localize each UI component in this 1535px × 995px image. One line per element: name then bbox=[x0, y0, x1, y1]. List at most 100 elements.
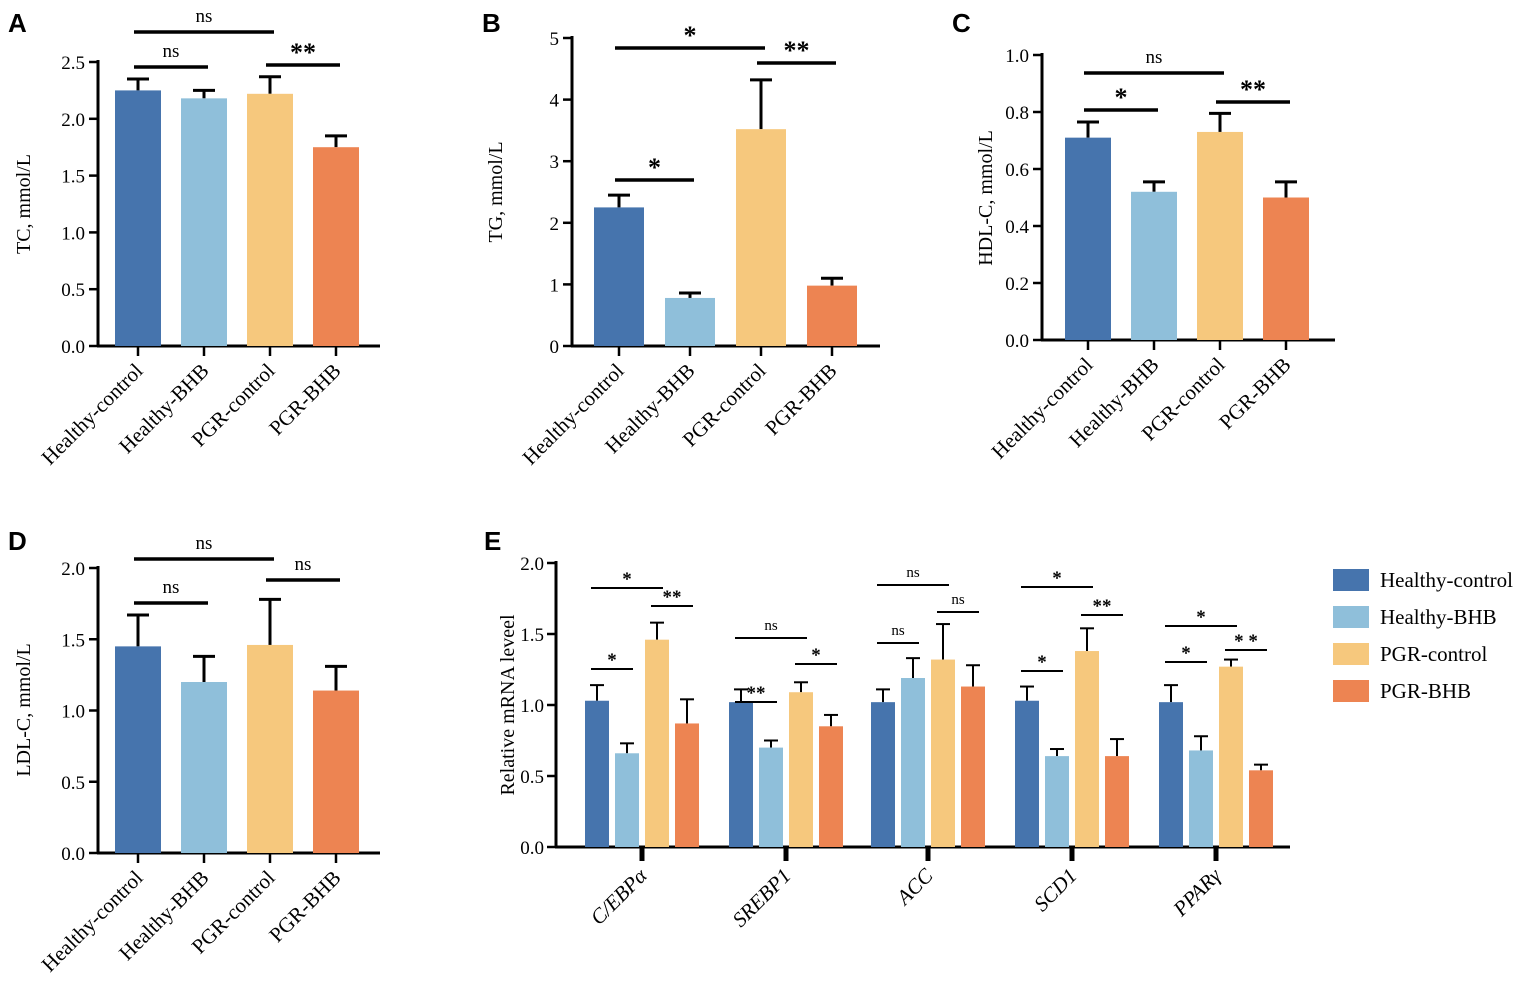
legend-label: Healthy-BHB bbox=[1380, 605, 1497, 629]
y-tick-label: 1.0 bbox=[61, 223, 85, 244]
significance-label: ns bbox=[1146, 47, 1163, 68]
significance-label: * bbox=[1037, 652, 1047, 673]
significance-label: * bbox=[811, 645, 821, 666]
significance-label: ns bbox=[196, 6, 213, 27]
bar-healthy-control bbox=[1159, 702, 1183, 847]
significance-label: ns bbox=[764, 618, 778, 634]
bar-pgr-control bbox=[247, 644, 293, 853]
panel-letter: C bbox=[952, 8, 971, 38]
significance-label: ** bbox=[747, 683, 766, 704]
significance-label: ns bbox=[951, 592, 965, 608]
legend-label: PGR-control bbox=[1380, 642, 1487, 666]
legend-swatch-healthy-control bbox=[1333, 569, 1369, 591]
significance-label: ns bbox=[196, 533, 213, 554]
bar-pgr-control bbox=[1219, 666, 1243, 847]
legend-label: Healthy-control bbox=[1380, 568, 1513, 592]
bar-pgr-bhb bbox=[313, 690, 359, 853]
y-tick-label: 5 bbox=[550, 29, 560, 50]
y-tick-label: 1.0 bbox=[61, 702, 85, 723]
bar-pgr-control bbox=[1075, 651, 1099, 847]
bar-healthy-bhb bbox=[1131, 191, 1177, 340]
bar-healthy-control bbox=[585, 700, 609, 847]
bar-healthy-control bbox=[1015, 700, 1039, 847]
bar-pgr-control bbox=[931, 659, 955, 847]
y-axis-title: LDL-C, mmol/L bbox=[13, 643, 35, 776]
bar-healthy-bhb bbox=[1189, 750, 1213, 847]
bar-healthy-control bbox=[871, 702, 895, 847]
y-tick-label: 0 bbox=[550, 337, 560, 358]
y-tick-label: 0.5 bbox=[61, 773, 85, 794]
significance-label: ** bbox=[784, 36, 810, 65]
bar-pgr-control bbox=[645, 639, 669, 847]
y-tick-label: 0.8 bbox=[1005, 103, 1029, 124]
legend-label: PGR-BHB bbox=[1380, 679, 1471, 703]
y-tick-label: 2.0 bbox=[61, 110, 85, 131]
significance-label: * bbox=[1052, 568, 1062, 589]
bar-pgr-bhb bbox=[961, 686, 985, 847]
y-tick-label: 0.4 bbox=[1005, 217, 1029, 238]
bar-healthy-bhb bbox=[759, 747, 783, 847]
bar-healthy-bhb bbox=[181, 98, 227, 347]
significance-label: * bbox=[684, 21, 697, 50]
panel-e: E 0.0 0.5 1.0 1.5 2.0 Relative mRNA leveel C/EB… bbox=[484, 526, 1513, 932]
x-tick-label: PGR-BHB bbox=[264, 359, 345, 440]
bar-healthy-bhb bbox=[901, 678, 925, 847]
bar-healthy-control bbox=[729, 702, 753, 847]
y-tick-label: 1 bbox=[550, 275, 560, 296]
significance-label: ns bbox=[906, 565, 920, 581]
bar-pgr-control bbox=[247, 93, 293, 346]
y-tick-label: 1.5 bbox=[520, 625, 544, 646]
y-tick-label: 3 bbox=[550, 152, 560, 173]
gene-label: SREBP1 bbox=[727, 864, 795, 932]
y-tick-label: 0.0 bbox=[61, 337, 85, 358]
bar-healthy-bhb bbox=[181, 682, 227, 853]
significance-label: ns bbox=[163, 41, 180, 62]
bar-healthy-control bbox=[594, 207, 644, 346]
bar-healthy-control bbox=[115, 90, 161, 347]
significance-label: ** bbox=[1240, 75, 1266, 104]
y-tick-label: 4 bbox=[550, 91, 560, 112]
y-tick-label: 1.0 bbox=[520, 696, 544, 717]
significance-label: ** bbox=[1093, 596, 1112, 617]
gene-label: SCD1 bbox=[1029, 864, 1081, 916]
bar-healthy-control bbox=[115, 646, 161, 853]
bar-pgr-control bbox=[1197, 131, 1243, 340]
y-tick-label: 0.0 bbox=[520, 838, 544, 859]
x-tick-label: PGR-BHB bbox=[264, 866, 345, 947]
y-tick-label: 1.0 bbox=[1005, 46, 1029, 67]
bar-pgr-bhb bbox=[675, 723, 699, 847]
significance-label: ns bbox=[295, 554, 312, 575]
significance-label: * bbox=[648, 153, 661, 182]
bar-healthy-bhb bbox=[665, 297, 715, 346]
gene-label: PPARγ bbox=[1168, 863, 1226, 921]
significance-label: ns bbox=[891, 623, 905, 639]
legend: Healthy-control Healthy-BHB PGR-control PGR… bbox=[1333, 568, 1513, 703]
bar-pgr-bhb bbox=[1263, 197, 1309, 340]
significance-label: ns bbox=[163, 577, 180, 598]
legend-swatch-pgr-bhb bbox=[1333, 680, 1369, 702]
legend-swatch-pgr-control bbox=[1333, 643, 1369, 665]
y-tick-label: 0.0 bbox=[61, 844, 85, 865]
significance-label: ** bbox=[290, 38, 316, 67]
y-tick-label: 0.6 bbox=[1005, 160, 1029, 181]
bar-pgr-bhb bbox=[1105, 756, 1129, 847]
bar-pgr-bhb bbox=[313, 147, 359, 346]
y-tick-label: 2 bbox=[550, 214, 560, 235]
legend-swatch-healthy-bhb bbox=[1333, 606, 1369, 628]
y-tick-label: 2.0 bbox=[61, 559, 85, 580]
significance-label: * bbox=[1196, 607, 1206, 628]
significance-label: * bbox=[607, 650, 617, 671]
y-tick-label: 2.5 bbox=[61, 53, 85, 74]
y-axis-title: TC, mmol/L bbox=[13, 154, 35, 254]
panel-letter: D bbox=[8, 526, 27, 556]
bar-pgr-bhb bbox=[1249, 770, 1273, 847]
significance-label: * * bbox=[1234, 631, 1258, 652]
significance-label: * bbox=[1115, 83, 1128, 112]
y-axis-title: TG, mmol/L bbox=[485, 141, 507, 242]
significance-label: * bbox=[622, 569, 632, 590]
y-tick-label: 0.5 bbox=[520, 767, 544, 788]
